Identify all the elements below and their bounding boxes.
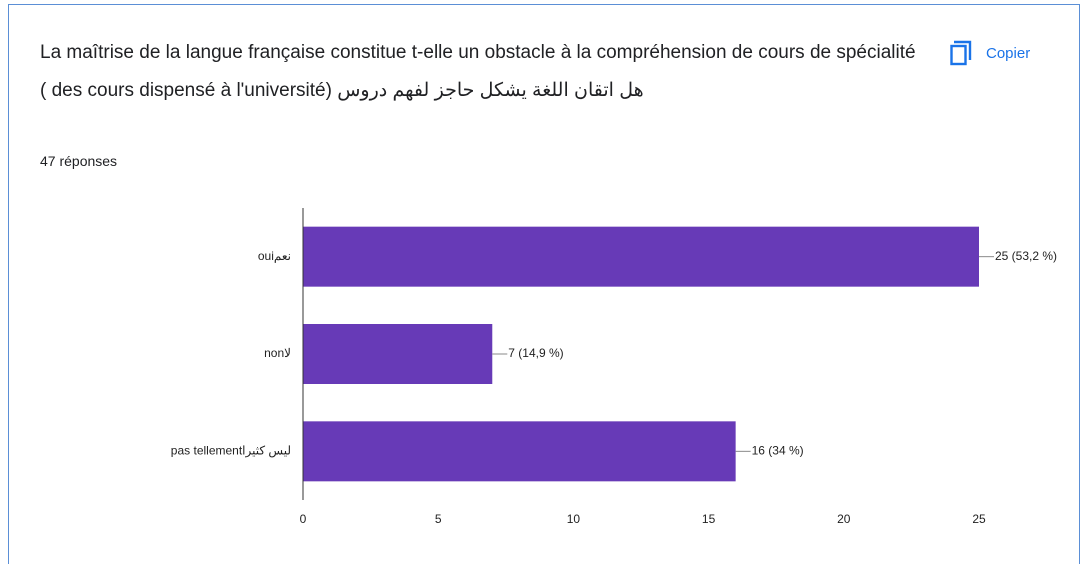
x-tick-label: 5 xyxy=(435,512,442,526)
bar xyxy=(303,421,736,482)
y-tick-label: ouiنعم xyxy=(258,249,291,263)
copy-label[interactable]: Copier xyxy=(986,44,1031,62)
x-tick-label: 25 xyxy=(972,512,986,526)
y-tick-label: nonلا xyxy=(264,346,291,360)
x-tick-label: 0 xyxy=(300,512,307,526)
copy-button[interactable]: Copier xyxy=(950,38,1030,68)
data-label: 7 (14,9 %) xyxy=(508,346,563,360)
data-label: 16 (34 %) xyxy=(752,444,804,458)
x-tick-label: 20 xyxy=(837,512,851,526)
bar xyxy=(303,226,979,287)
data-label: 25 (53,2 %) xyxy=(995,249,1057,263)
response-count: 47 réponses xyxy=(40,153,118,169)
card xyxy=(8,4,1080,564)
chart-title: La maîtrise de la langue française const… xyxy=(40,42,916,101)
y-tick-label: pas tellementليس كثيرا xyxy=(171,444,291,458)
x-tick-label: 10 xyxy=(567,512,581,526)
copy-icon xyxy=(950,40,972,66)
x-tick-label: 15 xyxy=(702,512,716,526)
bar xyxy=(303,324,493,384)
